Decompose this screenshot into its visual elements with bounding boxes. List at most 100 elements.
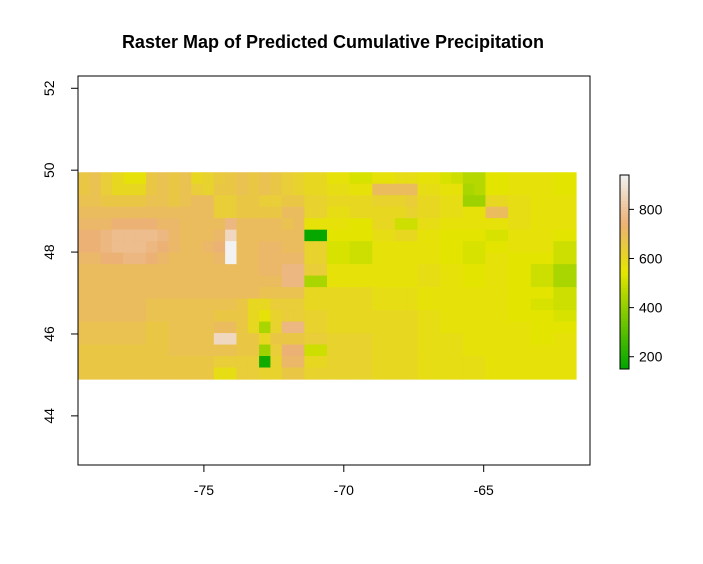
raster-cell [111, 172, 124, 185]
raster-cell [564, 206, 577, 219]
raster-cell [89, 195, 102, 208]
raster-cell [179, 321, 192, 334]
raster-cell [542, 298, 554, 311]
raster-cell [338, 218, 351, 231]
raster-cell [293, 264, 305, 277]
legend-swatch [620, 236, 629, 241]
raster-cell [145, 183, 158, 196]
raster-cell [259, 241, 272, 254]
raster-cell [383, 241, 396, 254]
legend-swatch [620, 259, 629, 263]
raster-cell [530, 218, 543, 231]
legend-swatch [620, 220, 629, 224]
legend-swatch [620, 178, 629, 182]
raster-cell [542, 310, 554, 323]
raster-cell [564, 344, 577, 357]
raster-cell [462, 229, 475, 242]
raster-cell [360, 195, 373, 208]
raster-cell [89, 183, 102, 196]
raster-cell [100, 264, 113, 277]
raster-cell [145, 195, 158, 208]
raster-cell [542, 333, 554, 346]
raster-cell [134, 252, 147, 265]
raster-cell [100, 218, 113, 231]
raster-cell [179, 344, 192, 357]
raster-cell [111, 310, 124, 323]
raster-cell [89, 321, 102, 334]
raster-cell [270, 298, 283, 311]
legend-swatch [620, 294, 629, 299]
raster-cell [293, 333, 305, 346]
raster-cell [564, 367, 577, 380]
y-tick-label: 46 [41, 326, 57, 342]
raster-cell [191, 229, 204, 242]
raster-cell [349, 183, 362, 196]
raster-cell [383, 287, 396, 300]
raster-cell [225, 218, 238, 231]
raster-cell [213, 275, 226, 288]
raster-cell [564, 298, 577, 311]
legend-swatch [620, 239, 629, 244]
raster-cell [315, 195, 328, 208]
raster-cell [179, 298, 192, 311]
raster-cell [360, 229, 373, 242]
raster-cell [372, 183, 385, 196]
raster-cell [259, 264, 272, 277]
raster-cell [270, 321, 283, 334]
raster-cell [179, 218, 192, 231]
raster-cell [191, 298, 204, 311]
raster-cell [281, 218, 294, 231]
raster-cell [474, 356, 487, 369]
raster-cell [168, 241, 181, 254]
raster-cell [225, 229, 238, 242]
raster-cell [428, 172, 441, 185]
raster-cell [304, 298, 317, 311]
raster-cell [247, 298, 260, 311]
raster-cell [349, 287, 362, 300]
raster-cell [168, 252, 181, 265]
raster-cell [145, 310, 158, 323]
raster-cell [213, 310, 226, 323]
raster-cell [349, 241, 362, 254]
raster-cell [179, 195, 192, 208]
y-tick-label: 48 [41, 244, 57, 260]
raster-cell [327, 275, 339, 288]
raster-cell [564, 275, 577, 288]
raster-cell [394, 321, 407, 334]
raster-cell [474, 333, 487, 346]
raster-cell [519, 310, 532, 323]
raster-cell [202, 321, 215, 334]
raster-cell [530, 275, 543, 288]
raster-cell [100, 172, 113, 185]
raster-cell [428, 287, 441, 300]
raster-cell [89, 206, 102, 219]
raster-cell [213, 195, 226, 208]
raster-cell [360, 264, 373, 277]
raster-cell [225, 333, 238, 346]
raster-cell [451, 356, 464, 369]
raster-cell [327, 229, 339, 242]
raster-cell [293, 172, 305, 185]
raster-cell [428, 333, 441, 346]
legend-swatch [620, 265, 629, 270]
raster-cell [327, 252, 339, 265]
raster-cell [157, 195, 170, 208]
raster-cell [474, 195, 487, 208]
raster-cell [553, 252, 566, 265]
raster-cell [78, 321, 90, 334]
raster-cell [123, 183, 136, 196]
legend-swatch [620, 191, 629, 195]
raster-cell [360, 218, 373, 231]
raster-cell [89, 172, 102, 185]
raster-cell [123, 218, 136, 231]
raster-cell [327, 172, 339, 185]
raster-cell [406, 275, 419, 288]
raster-cell [89, 344, 102, 357]
raster-cell [213, 264, 226, 277]
raster-cell [247, 344, 260, 357]
raster-cell [508, 264, 521, 277]
raster-cell [474, 264, 487, 277]
raster-cell [123, 333, 136, 346]
raster-cell [440, 356, 453, 369]
raster-cell [394, 218, 407, 231]
